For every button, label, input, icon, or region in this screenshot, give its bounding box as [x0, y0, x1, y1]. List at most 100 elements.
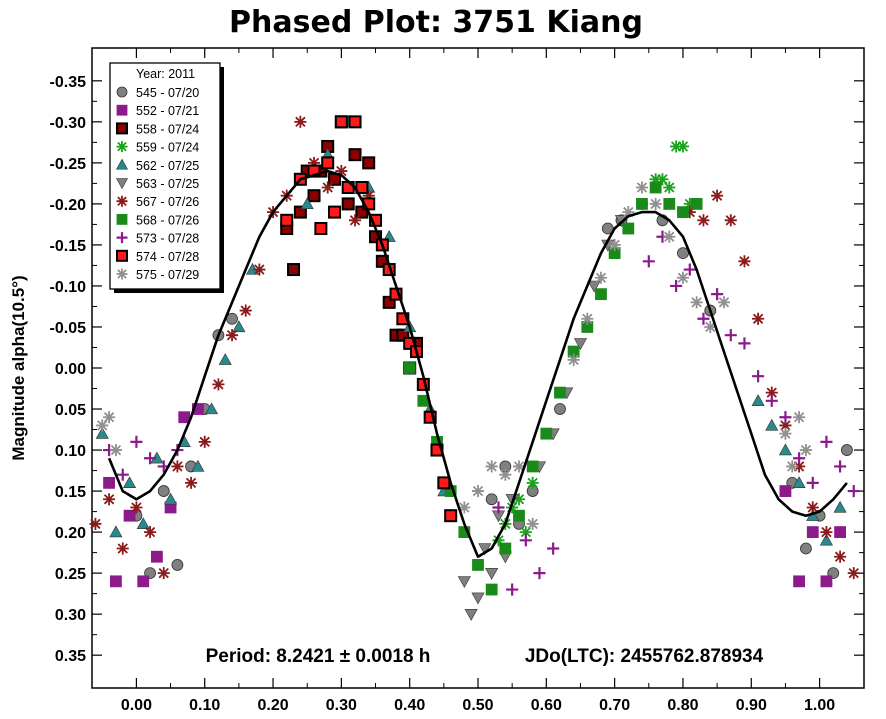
data-point	[396, 312, 410, 326]
data-point	[738, 255, 751, 268]
data-point	[116, 542, 129, 555]
legend-label: 567 - 07/26	[136, 195, 199, 209]
data-point	[218, 353, 232, 365]
data-point	[670, 140, 683, 153]
data-point	[307, 164, 321, 178]
data-point	[793, 411, 806, 424]
data-point	[704, 320, 717, 334]
legend-marker	[116, 249, 128, 262]
data-point	[382, 295, 396, 309]
legend-label: 574 - 07/28	[136, 250, 199, 264]
data-point	[683, 197, 696, 210]
data-point	[847, 485, 860, 498]
data-point	[144, 526, 157, 539]
data-point	[335, 165, 348, 178]
y-axis-label: Magnitude alpha(10.5°)	[9, 275, 28, 460]
data-point	[793, 452, 806, 465]
x-tick-label: 1.00	[804, 697, 835, 714]
chart-title: Phased Plot: 3751 Kiang	[229, 5, 643, 40]
data-point	[820, 575, 833, 588]
data-point	[676, 140, 690, 153]
y-tick-label: -0.10	[50, 279, 87, 296]
data-point	[362, 189, 375, 202]
data-point	[642, 255, 655, 268]
data-point	[636, 197, 648, 210]
data-point	[513, 509, 525, 522]
data-point	[212, 378, 225, 391]
data-point	[348, 115, 362, 129]
data-point	[458, 501, 471, 514]
data-point	[478, 543, 492, 556]
legend: Year: 2011 545 - 07/20 552 - 07/21 558 - 0…	[109, 62, 224, 293]
data-point	[348, 148, 362, 162]
data-point	[533, 567, 546, 580]
data-point	[834, 550, 847, 563]
series-2	[103, 403, 846, 588]
data-point	[779, 485, 792, 497]
data-point	[512, 460, 526, 473]
data-point	[287, 263, 301, 277]
data-point	[820, 526, 833, 539]
x-tick-label: 0.90	[736, 697, 767, 714]
data-point	[793, 460, 806, 473]
data-point	[752, 312, 765, 325]
data-point	[526, 517, 539, 530]
data-point	[485, 567, 499, 580]
data-point	[711, 189, 724, 202]
data-point	[485, 460, 498, 473]
data-point	[526, 476, 539, 489]
data-point	[751, 394, 765, 406]
data-point	[300, 197, 314, 210]
data-point	[819, 533, 833, 546]
data-point	[157, 485, 170, 497]
data-point	[457, 576, 471, 589]
data-point	[567, 353, 580, 366]
legend-marker	[116, 232, 128, 244]
data-point	[239, 304, 252, 317]
data-point	[800, 542, 812, 555]
data-point	[663, 230, 676, 243]
data-point	[670, 279, 683, 292]
data-point	[833, 500, 847, 513]
data-point	[786, 460, 799, 473]
data-point	[437, 476, 451, 490]
x-tick-label: 0.60	[531, 697, 562, 714]
data-point	[663, 181, 676, 194]
fit-curve-group	[107, 169, 848, 558]
data-point	[793, 575, 805, 588]
data-point	[779, 419, 792, 432]
data-point	[526, 460, 539, 473]
legend-marker	[116, 213, 128, 225]
data-point	[137, 575, 150, 588]
period-annotation: Period: 8.2421 ± 0.0018 h	[206, 646, 431, 667]
data-point	[622, 222, 635, 235]
data-point	[608, 238, 621, 251]
y-tick-label: 0.05	[55, 402, 86, 419]
data-point	[834, 526, 846, 539]
data-point	[198, 435, 211, 448]
legend-box	[109, 62, 221, 290]
data-point	[464, 609, 478, 621]
x-tick-label: 0.80	[667, 697, 698, 714]
data-point	[157, 567, 170, 580]
legend-marker	[116, 122, 128, 135]
data-point	[677, 206, 689, 219]
data-point	[724, 214, 737, 227]
epoch-annotation: JDo(LTC): 2455762.878934	[525, 646, 764, 667]
data-point	[96, 419, 109, 432]
y-tick-label: 0.35	[55, 648, 86, 665]
data-point	[130, 435, 143, 448]
data-point	[471, 485, 485, 498]
data-point	[110, 575, 122, 588]
data-point	[403, 362, 416, 374]
data-point	[519, 526, 532, 539]
data-point	[649, 173, 662, 186]
legend-label: 552 - 07/21	[136, 104, 199, 118]
legend-shadow-bottom	[114, 289, 224, 293]
data-point	[191, 403, 204, 415]
x-tick-label: 0.40	[394, 697, 425, 714]
legend-label: 562 - 07/25	[136, 159, 199, 173]
data-point	[540, 427, 553, 440]
data-point	[109, 444, 122, 457]
data-point	[294, 115, 307, 128]
